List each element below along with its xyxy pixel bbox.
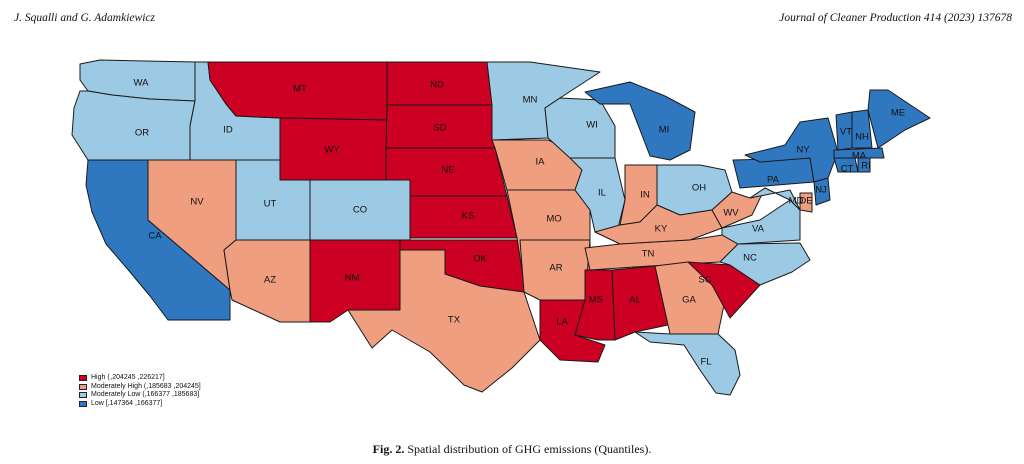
- state-label-de: DE: [799, 196, 812, 207]
- state-label-nj: NJ: [815, 185, 827, 196]
- state-label-sd: SD: [433, 123, 446, 134]
- state-label-mn: MN: [523, 95, 538, 106]
- legend-item-high: High ( ,204245 ,226217]: [79, 374, 201, 383]
- state-nj: [813, 177, 831, 206]
- state-nh: [851, 109, 873, 149]
- state-ny: [744, 117, 839, 183]
- legend-swatch-high: [79, 375, 87, 382]
- state-label-ct: CT: [841, 164, 854, 175]
- state-label-nv: NV: [190, 197, 204, 208]
- legend-label-moderately-low: Moderately Low (,166377 ,185683]: [91, 391, 200, 399]
- state-label-ms: MS: [589, 295, 603, 306]
- state-fl: [634, 331, 741, 396]
- state-label-ar: AR: [549, 263, 562, 274]
- state-label-nh: NH: [855, 132, 869, 143]
- state-label-ny: NY: [796, 145, 810, 156]
- legend-item-moderately-low: Moderately Low (,166377 ,185683]: [79, 391, 201, 400]
- legend-swatch-moderately-high: [79, 383, 87, 390]
- state-label-il: IL: [598, 188, 606, 199]
- state-label-me: ME: [891, 108, 905, 119]
- state-me: [867, 89, 931, 149]
- state-label-wi: WI: [586, 120, 598, 131]
- state-label-tn: TN: [642, 249, 655, 260]
- state-label-nc: NC: [743, 253, 757, 264]
- map-legend: High ( ,204245 ,226217] Moderately High …: [79, 374, 201, 408]
- state-label-ne: NE: [441, 165, 454, 176]
- state-label-ma: MA: [852, 151, 867, 162]
- state-label-fl: FL: [700, 357, 711, 368]
- state-label-or: OR: [135, 128, 149, 139]
- state-label-nm: NM: [345, 273, 360, 284]
- authors-header: J. Squalli and G. Adamkiewicz: [14, 12, 155, 24]
- legend-swatch-low: [79, 401, 87, 408]
- state-label-ga: GA: [682, 295, 696, 306]
- state-mi: [584, 81, 696, 161]
- state-az: [223, 239, 311, 323]
- state-label-co: CO: [353, 205, 367, 216]
- state-label-ok: OK: [473, 254, 487, 265]
- figure-caption-label: Fig. 2.: [372, 442, 405, 456]
- state-va: [721, 199, 801, 245]
- state-label-ks: KS: [462, 211, 475, 222]
- journal-header: Journal of Cleaner Production 414 (2023)…: [779, 12, 1012, 24]
- us-choropleth-map: WA OR CA ID NV MT WY UT AZ CO NM ND SD NE KS OK TX MN IA MO…: [71, 59, 931, 396]
- figure-caption: Fig. 2. Spatial distribution of GHG emis…: [0, 442, 1024, 457]
- legend-swatch-moderately-low: [79, 392, 87, 399]
- legend-label-high: High ( ,204245 ,226217]: [91, 374, 165, 381]
- state-label-va: VA: [752, 224, 765, 235]
- state-label-ia: IA: [536, 157, 546, 168]
- state-label-mi: MI: [659, 125, 670, 136]
- state-label-az: AZ: [264, 275, 276, 286]
- state-label-ca: CA: [148, 231, 162, 242]
- state-sc: [687, 261, 761, 319]
- legend-item-moderately-high: Moderately High (,185683 ,204245]: [79, 383, 201, 392]
- state-ma: [833, 147, 885, 159]
- state-label-tx: TX: [448, 315, 461, 326]
- state-de: [799, 192, 813, 213]
- state-label-ky: KY: [655, 224, 668, 235]
- state-label-vt: VT: [840, 127, 852, 138]
- state-label-ri: RI: [861, 161, 871, 172]
- figure-caption-text: Spatial distribution of GHG emissions (Q…: [407, 442, 652, 456]
- state-label-sc: SC: [698, 275, 711, 286]
- state-label-al: AL: [629, 295, 641, 306]
- state-label-md: MD: [789, 196, 804, 207]
- state-label-oh: OH: [692, 183, 706, 194]
- state-label-nd: ND: [430, 80, 444, 91]
- state-wi: [544, 97, 616, 159]
- state-label-wa: WA: [134, 78, 150, 89]
- state-tx: [347, 249, 541, 393]
- legend-item-low: Low [,147364 ,166377]: [79, 400, 201, 409]
- state-label-pa: PA: [767, 175, 780, 186]
- state-al: [611, 265, 669, 341]
- state-or: [71, 90, 196, 161]
- state-md: [749, 187, 801, 211]
- legend-label-low: Low [,147364 ,166377]: [91, 399, 163, 407]
- state-labels-layer: WA OR CA ID NV MT WY UT AZ CO NM ND SD NE KS OK TX MN IA MO…: [134, 78, 906, 368]
- state-label-ut: UT: [264, 199, 277, 210]
- state-label-la: LA: [556, 317, 568, 328]
- legend-label-moderately-high: Moderately High (,185683 ,204245]: [91, 382, 201, 390]
- state-label-wy: WY: [324, 145, 340, 156]
- state-label-wv: WV: [723, 208, 739, 219]
- state-label-mt: MT: [293, 84, 307, 95]
- state-label-mo: MO: [546, 214, 561, 225]
- states-layer: [71, 59, 931, 396]
- state-label-id: ID: [223, 125, 233, 136]
- state-label-in: IN: [640, 190, 650, 201]
